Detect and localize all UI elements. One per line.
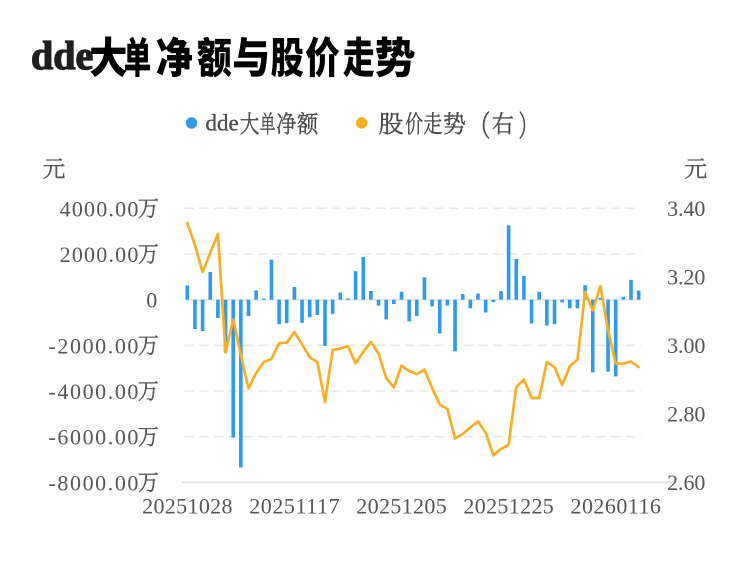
svg-text:-8000.00: -8000.00: [49, 470, 139, 495]
svg-text:3.20: 3.20: [667, 265, 705, 290]
svg-text:4000.00: 4000.00: [60, 196, 139, 221]
svg-text:0: 0: [146, 288, 157, 313]
svg-text:2.60: 2.60: [667, 470, 705, 495]
svg-text:20251225: 20251225: [463, 493, 553, 518]
svg-text:3.40: 3.40: [667, 196, 705, 221]
svg-text:20251205: 20251205: [356, 493, 446, 518]
svg-text:20251117: 20251117: [249, 493, 339, 518]
svg-text:-4000.00: -4000.00: [49, 379, 139, 404]
svg-text:2000.00: 2000.00: [60, 242, 139, 267]
svg-text:3.00: 3.00: [667, 333, 705, 358]
svg-text:2.80: 2.80: [667, 402, 705, 427]
svg-text:-6000.00: -6000.00: [49, 425, 139, 450]
svg-text:dde: dde: [31, 33, 93, 78]
svg-text:-2000.00: -2000.00: [49, 333, 139, 358]
svg-text:20251028: 20251028: [142, 493, 232, 518]
svg-text:dde: dde: [206, 111, 239, 136]
svg-text:20260116: 20260116: [571, 493, 661, 518]
